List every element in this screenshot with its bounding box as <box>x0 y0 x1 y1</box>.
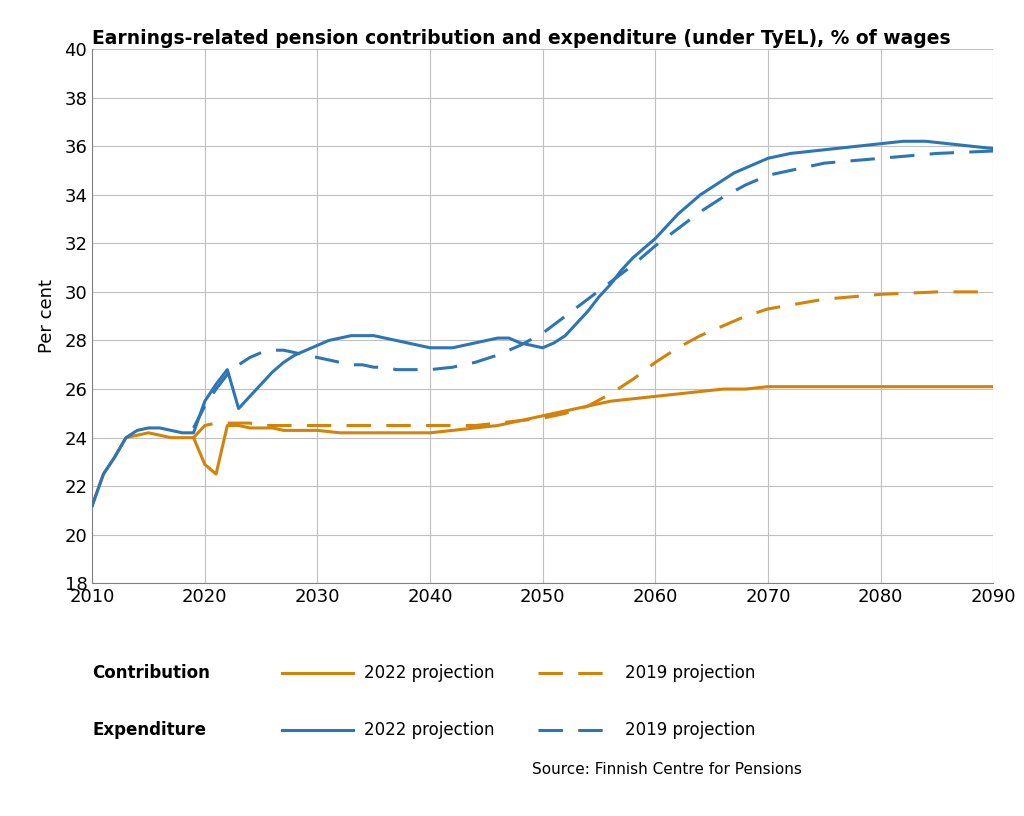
Text: 2019 projection: 2019 projection <box>625 721 755 739</box>
Text: 2022 projection: 2022 projection <box>364 664 494 682</box>
Text: Earnings-related pension contribution and expenditure (under TyEL), % of wages: Earnings-related pension contribution an… <box>92 29 951 47</box>
Text: 2019 projection: 2019 projection <box>625 664 755 682</box>
Text: Contribution: Contribution <box>92 664 210 682</box>
Text: Source: Finnish Centre for Pensions: Source: Finnish Centre for Pensions <box>532 762 803 777</box>
Y-axis label: Per cent: Per cent <box>38 279 56 353</box>
Text: Expenditure: Expenditure <box>92 721 206 739</box>
Text: 2022 projection: 2022 projection <box>364 721 494 739</box>
